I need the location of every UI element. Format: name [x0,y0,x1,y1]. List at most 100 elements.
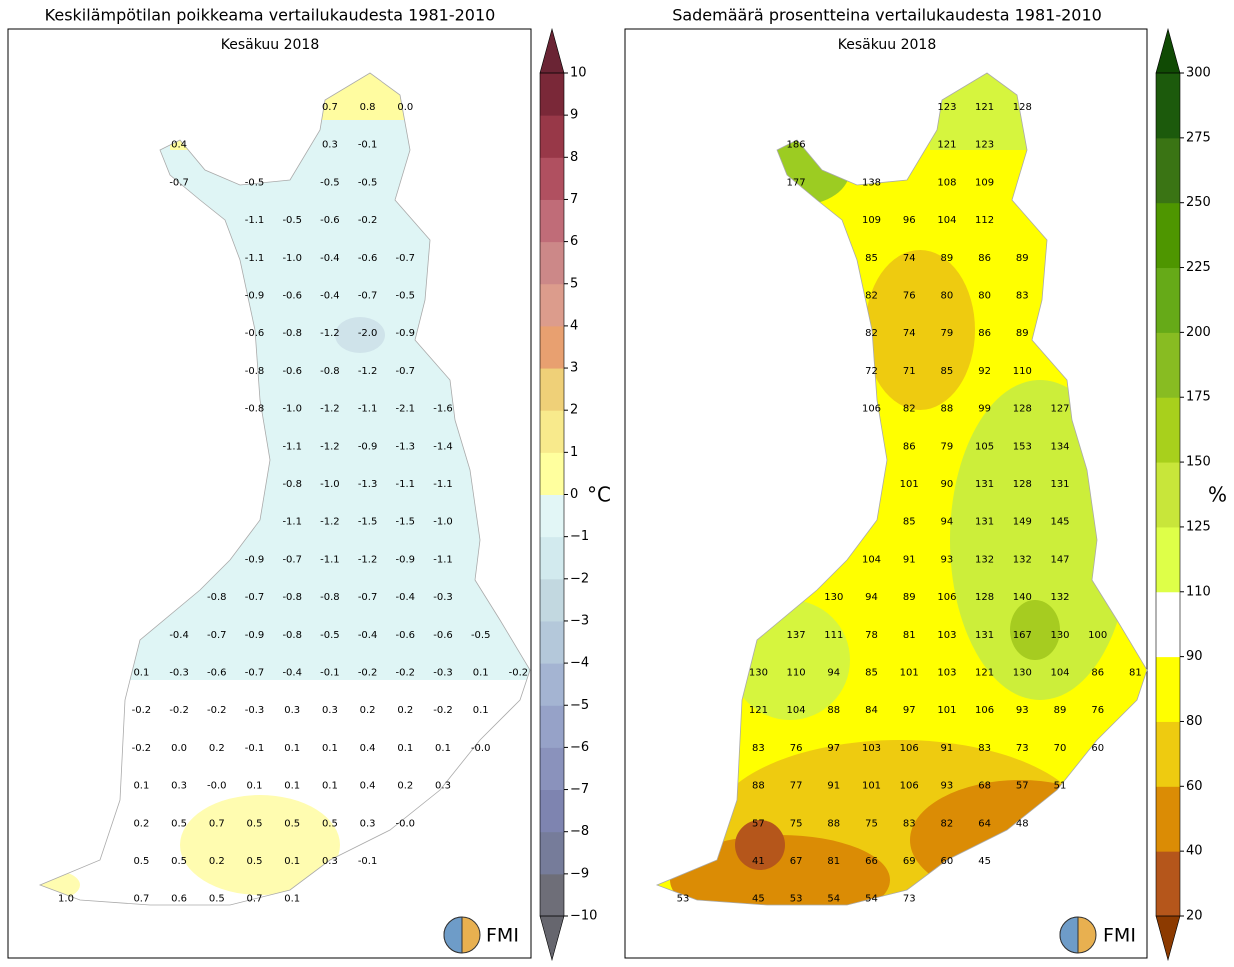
station-value: -2.0 [358,328,378,339]
station-value: 0.1 [473,668,489,679]
colorbar-segment [1156,137,1180,204]
station-value: -1.5 [358,517,378,528]
station-value: 68 [978,781,991,792]
colorbar-segment [1156,397,1180,463]
station-value: -0.0 [396,818,416,829]
station-value: 89 [1054,705,1067,716]
station-value: 103 [937,668,956,679]
station-value: -0.7 [245,668,265,679]
station-value: 60 [941,856,954,867]
station-value: 79 [941,328,954,339]
station-value: 57 [752,818,765,829]
colorbar-tick-label: 275 [1186,130,1211,145]
station-value: 104 [787,705,806,716]
station-value: 0.7 [322,102,338,113]
station-value: 89 [941,253,954,264]
station-value: -1.0 [282,404,302,415]
station-value: 112 [975,215,994,226]
station-value: 0.1 [397,743,413,754]
colorbar-tick-label: 60 [1186,779,1203,794]
station-value: 103 [937,630,956,641]
station-value: 0.1 [322,781,338,792]
station-value: 67 [790,856,803,867]
station-value: 83 [1016,291,1029,302]
station-value: 0.3 [284,705,300,716]
station-value: 94 [941,517,954,528]
station-value: 147 [1050,554,1069,565]
station-value: -0.5 [245,177,265,188]
colorbar-tick-label: 125 [1186,519,1211,534]
colorbar-segment [540,73,564,116]
logo-text: FMI [1103,925,1136,947]
station-value: -0.7 [169,177,189,188]
station-value: 149 [1013,517,1032,528]
station-value: -0.8 [282,328,302,339]
station-value: 76 [1091,705,1104,716]
station-value: 0.0 [171,743,187,754]
station-value: 94 [827,668,840,679]
station-value: -0.8 [320,366,340,377]
station-value: -0.2 [509,668,529,679]
station-value: 0.0 [397,102,413,113]
station-value: 0.2 [360,705,376,716]
panel-title: Keskilämpötilan poikkeama vertailukaudes… [45,6,496,25]
station-value: -0.3 [433,592,453,603]
station-value: 85 [865,253,878,264]
station-value: 103 [862,743,881,754]
station-value: 0.5 [171,856,187,867]
station-value: -1.0 [320,479,340,490]
station-value: 0.5 [322,818,338,829]
station-value: 101 [900,668,919,679]
station-value: -0.9 [245,630,265,641]
station-value: 109 [862,215,881,226]
station-value: 177 [787,177,806,188]
station-value: -1.1 [320,554,340,565]
colorbar-segment [1156,786,1180,852]
station-value: -1.2 [320,328,340,339]
station-value: 0.6 [171,894,187,905]
colorbar-tick-label: −7 [570,782,589,797]
station-value: 0.3 [171,781,187,792]
station-value: 0.3 [435,781,451,792]
colorbar-tick-label: −10 [570,909,597,924]
colorbar-segment [1156,591,1180,658]
station-value: 0.1 [133,781,149,792]
left-map [7,28,532,959]
station-value: 81 [827,856,840,867]
station-value: -1.1 [282,441,302,452]
station-value: 74 [903,328,916,339]
colorbar-segment [540,157,564,200]
station-value: 0.1 [473,705,489,716]
station-value: 97 [903,705,916,716]
colorbar-tick-label: −2 [570,571,589,586]
station-value: -0.9 [396,554,416,565]
station-value: -0.3 [433,668,453,679]
colorbar-over [539,27,565,74]
station-value: 86 [978,328,991,339]
station-value: 121 [975,668,994,679]
station-value: 88 [752,781,765,792]
station-value: -0.7 [396,253,416,264]
station-value: -0.6 [433,630,453,641]
colorbar-tick-label: −3 [570,613,589,628]
station-value: -0.5 [471,630,491,641]
station-value: 45 [752,894,765,905]
colorbar-segment [540,705,564,748]
station-value: 75 [865,818,878,829]
station-value: -1.3 [396,441,416,452]
station-value: 81 [1129,668,1142,679]
station-value: 140 [1013,592,1032,603]
station-value: -0.8 [245,404,265,415]
station-value: 0.5 [284,818,300,829]
station-value: -0.7 [207,630,227,641]
station-value: 97 [827,743,840,754]
station-value: 110 [1013,366,1032,377]
station-value: 53 [677,894,690,905]
station-value: 104 [862,554,881,565]
station-value: 0.1 [284,743,300,754]
station-value: -0.2 [396,668,416,679]
colorbar-tick-label: 110 [1186,584,1211,599]
colorbar-segment [540,115,564,158]
station-value: 0.4 [360,781,376,792]
station-value: -1.1 [358,404,378,415]
